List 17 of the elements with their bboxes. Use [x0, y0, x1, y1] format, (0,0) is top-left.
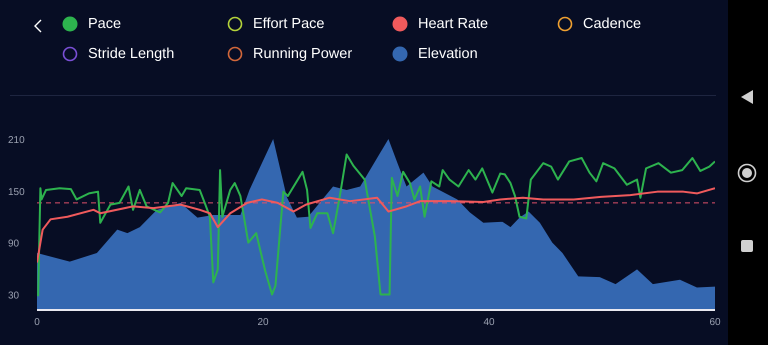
y-tick-label: 210 [8, 135, 26, 146]
x-tick-label: 40 [483, 317, 495, 328]
legend-label: Heart Rate [418, 16, 488, 32]
y-tick-label: 90 [8, 238, 20, 250]
line-series [37, 154, 715, 298]
x-tick-label: 0 [34, 317, 40, 328]
line-series [37, 187, 715, 264]
legend-label: Elevation [418, 46, 478, 62]
x-tick-label: 60 [709, 317, 721, 328]
legend-label: Stride Length [88, 46, 174, 62]
legend-label: Running Power [253, 46, 352, 62]
legend-label: Pace [88, 16, 122, 32]
y-tick-label: 30 [8, 290, 20, 302]
y-tick-label: 150 [8, 186, 26, 198]
legend-label: Effort Pace [253, 16, 324, 32]
x-tick-label: 20 [257, 317, 269, 328]
legend-label: Cadence [583, 16, 642, 32]
